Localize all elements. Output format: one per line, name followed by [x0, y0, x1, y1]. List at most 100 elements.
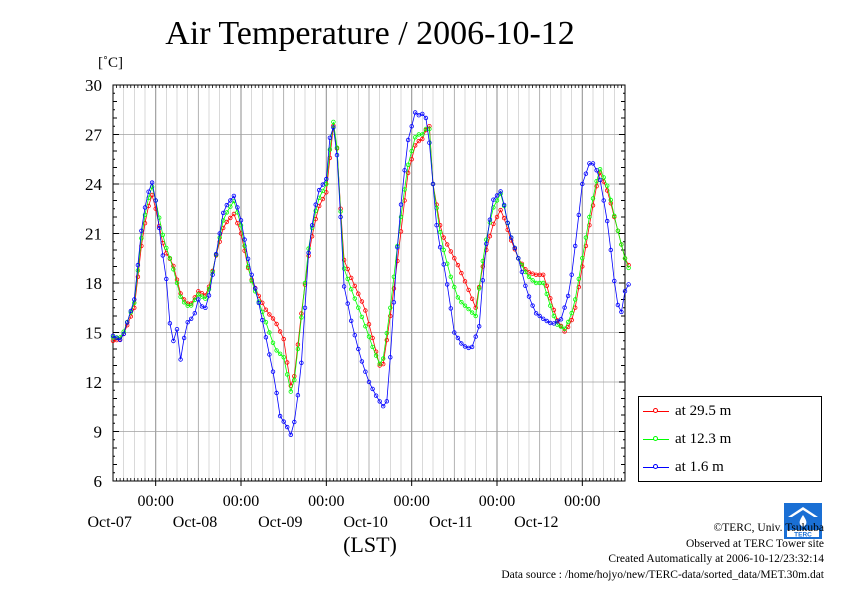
data-point	[530, 278, 535, 283]
data-point	[213, 251, 219, 257]
data-point	[160, 232, 165, 238]
data-point	[224, 202, 229, 208]
data-point	[114, 335, 119, 341]
data-point	[555, 319, 560, 324]
data-point	[597, 177, 603, 183]
chart-legend: at 29.5 m at 12.3 m at 1.6 m	[638, 396, 822, 482]
data-point	[363, 324, 368, 329]
data-point	[313, 208, 318, 213]
data-point	[469, 296, 475, 301]
data-point	[491, 205, 496, 210]
data-point	[516, 256, 521, 261]
data-point	[135, 262, 141, 268]
data-point	[171, 267, 176, 272]
data-point	[270, 369, 276, 374]
data-point	[473, 334, 478, 339]
data-point	[139, 235, 144, 241]
data-point	[366, 379, 372, 385]
data-point	[548, 303, 553, 308]
data-point	[203, 305, 208, 310]
data-point	[455, 262, 461, 268]
data-point	[612, 213, 617, 218]
data-point	[384, 331, 389, 336]
data-point	[473, 305, 478, 310]
data-point	[242, 243, 247, 249]
data-point	[622, 289, 628, 294]
data-point	[626, 282, 631, 287]
data-point	[608, 247, 613, 253]
data-point	[445, 282, 450, 287]
data-point	[317, 187, 322, 193]
data-point	[235, 205, 240, 210]
data-point	[420, 132, 425, 137]
data-point	[377, 399, 382, 404]
data-point	[292, 419, 297, 425]
data-point	[601, 198, 606, 203]
data-point	[423, 115, 429, 121]
legend-label-12-3m: at 12.3 m	[675, 430, 732, 447]
data-point	[590, 196, 596, 201]
data-point	[160, 253, 165, 258]
data-point	[220, 218, 226, 223]
data-point	[356, 291, 361, 296]
data-point	[142, 205, 148, 210]
legend-item-12-3m: at 12.3 m	[643, 429, 731, 449]
data-point	[334, 152, 340, 158]
data-point	[288, 389, 293, 394]
data-point	[267, 312, 272, 317]
data-point	[363, 369, 368, 374]
plot-frame	[112, 84, 626, 482]
data-point	[309, 223, 315, 228]
data-point	[306, 250, 311, 255]
data-point	[164, 245, 169, 251]
data-point	[569, 310, 574, 316]
data-point	[608, 197, 613, 203]
data-point	[509, 235, 514, 240]
data-point	[405, 137, 411, 143]
data-point	[477, 324, 482, 329]
data-point	[267, 330, 272, 335]
data-point	[341, 257, 347, 263]
x-axis-title: (LST)	[343, 532, 397, 557]
data-point	[580, 181, 585, 187]
data-point	[388, 313, 393, 319]
legend-swatch-12-3m	[643, 433, 669, 445]
data-point	[373, 353, 379, 358]
data-point	[228, 204, 233, 209]
data-point	[295, 393, 301, 398]
data-point	[551, 313, 557, 319]
data-point	[121, 331, 126, 337]
data-point	[256, 300, 261, 306]
data-point	[356, 346, 361, 352]
data-point	[242, 237, 247, 242]
data-point	[377, 361, 382, 366]
data-point	[388, 355, 393, 360]
data-point	[491, 197, 496, 202]
data-point	[281, 336, 286, 342]
data-point	[590, 161, 596, 166]
data-point	[469, 310, 475, 315]
data-point	[349, 318, 354, 323]
data-point	[331, 125, 336, 130]
data-point	[551, 321, 557, 326]
data-point	[199, 294, 205, 299]
data-point	[299, 360, 304, 365]
data-point	[178, 294, 183, 299]
data-point	[263, 320, 269, 325]
data-point	[174, 327, 180, 332]
data-point	[590, 203, 596, 208]
data-point	[245, 256, 251, 261]
legend-item-1-6m: at 1.6 m	[643, 457, 724, 477]
data-point	[541, 280, 546, 286]
x-tick-label-date: Oct-10	[343, 514, 387, 531]
data-point	[153, 198, 158, 203]
x-tick-label-time: 00:00	[137, 493, 173, 510]
data-point	[146, 189, 151, 194]
data-point	[156, 215, 162, 220]
data-point	[587, 214, 592, 220]
data-point	[181, 335, 187, 341]
y-tick-label: 9	[94, 423, 103, 442]
x-tick-label-date: Oct-08	[173, 514, 217, 531]
data-point	[295, 346, 301, 352]
data-point	[605, 218, 610, 224]
